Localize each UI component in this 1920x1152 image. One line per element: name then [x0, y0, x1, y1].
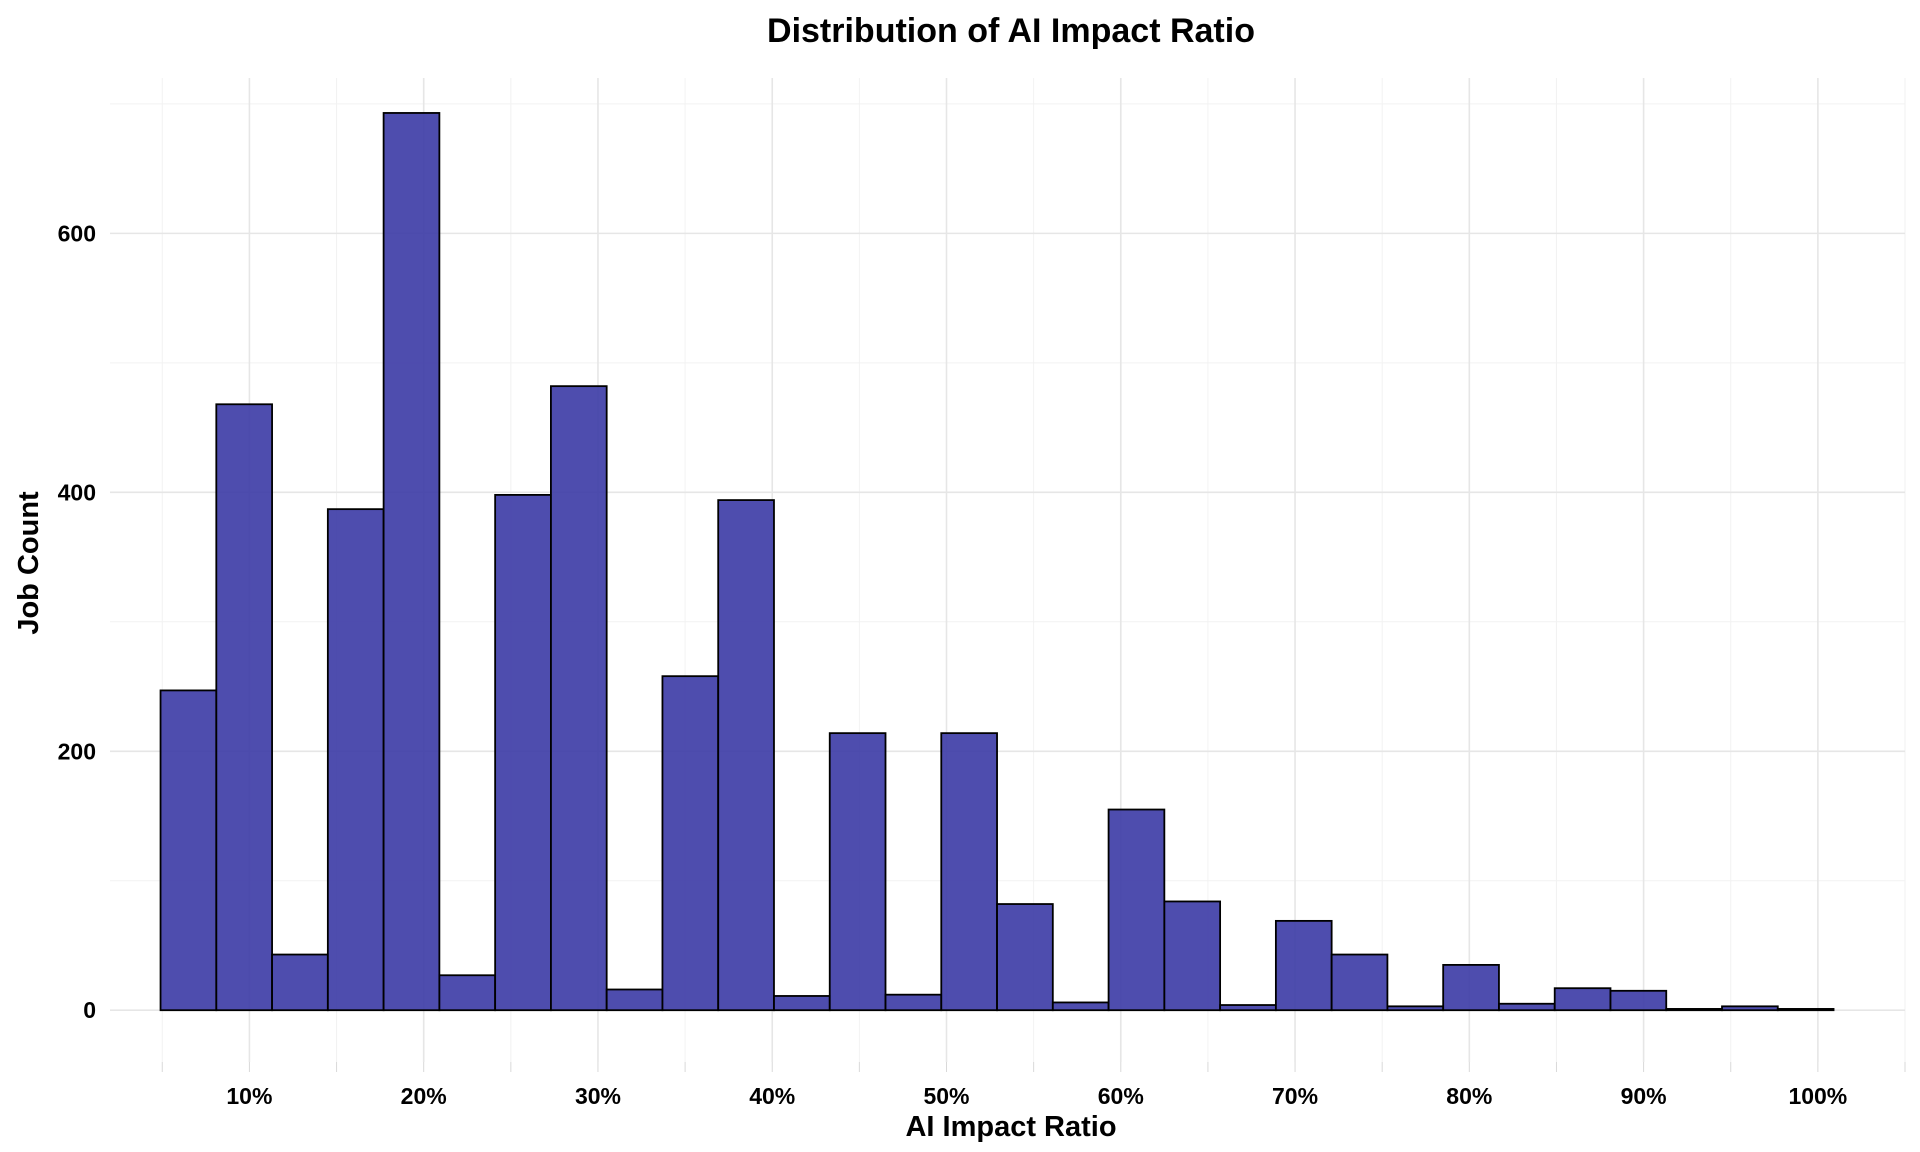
x-tick-label: 50%	[923, 1083, 969, 1109]
histogram-bar	[773, 995, 831, 1012]
axis-ticks	[161, 1062, 1906, 1072]
histogram-bar	[1330, 953, 1389, 1012]
x-tick-label: 100%	[1788, 1083, 1847, 1109]
histogram-bar	[661, 675, 720, 1012]
histogram-bar	[1386, 1005, 1445, 1012]
chart-title: Distribution of AI Impact Ratio	[767, 12, 1255, 50]
x-tick-label: 90%	[1621, 1083, 1667, 1109]
x-tick-label: 10%	[226, 1083, 272, 1109]
y-axis-title: Job Count	[13, 491, 45, 635]
histogram-bar	[1553, 987, 1612, 1012]
histogram-bar	[494, 494, 552, 1012]
x-tick-label: 20%	[401, 1083, 447, 1109]
y-tick-label: 0	[83, 997, 96, 1023]
y-tick-label: 400	[58, 479, 96, 505]
histogram-bar	[1274, 919, 1333, 1012]
histogram-bar	[605, 988, 664, 1012]
histogram-bar	[1442, 963, 1500, 1012]
x-tick-label: 80%	[1446, 1083, 1492, 1109]
x-tick-label: 60%	[1098, 1083, 1144, 1109]
histogram-bar	[996, 903, 1054, 1012]
x-tick-label: 30%	[575, 1083, 621, 1109]
histogram-bar	[940, 732, 998, 1012]
histogram-bar	[1665, 1008, 1723, 1012]
histogram-bar	[382, 112, 441, 1012]
histogram-bar	[550, 385, 608, 1012]
histogram-bar	[1107, 808, 1166, 1012]
histogram-bar	[326, 508, 385, 1012]
histogram-bar	[1609, 989, 1668, 1012]
x-tick-label: 40%	[749, 1083, 795, 1109]
histogram-bar	[1776, 1008, 1835, 1012]
x-tick-label: 70%	[1272, 1083, 1318, 1109]
y-tick-label: 600	[58, 220, 96, 246]
histogram-bars	[159, 112, 1835, 1012]
histogram-bar	[884, 993, 943, 1012]
histogram-bar	[1051, 1001, 1110, 1012]
histogram-bar	[1219, 1004, 1277, 1012]
histogram-bar	[1721, 1005, 1779, 1012]
histogram-bar	[271, 953, 329, 1012]
histogram-bar	[717, 499, 775, 1012]
histogram-bar	[215, 403, 273, 1012]
y-tick-label: 200	[58, 738, 96, 764]
histogram-bar	[828, 732, 887, 1012]
histogram-bar	[438, 974, 497, 1012]
axis-tick-labels: 10% 20% 30% 40% 50% 60% 70% 80% 90% 100% 0 200 400 60…	[58, 220, 1848, 1109]
histogram-bar	[1498, 1002, 1556, 1012]
histogram-bar	[1163, 900, 1222, 1012]
x-axis-title: AI Impact Ratio	[905, 1111, 1116, 1143]
histogram-bar	[159, 689, 218, 1012]
